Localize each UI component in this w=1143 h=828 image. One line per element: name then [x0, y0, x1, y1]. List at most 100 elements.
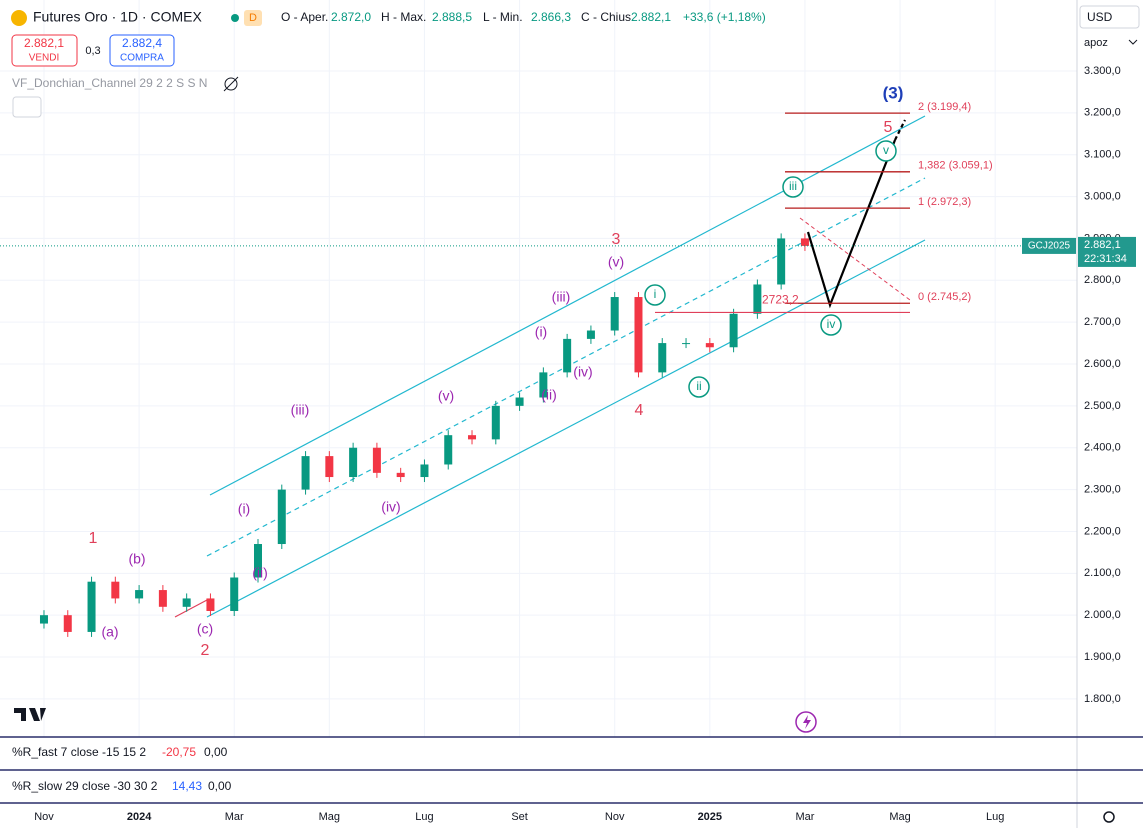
y-tick-label: 1.800,0: [1084, 693, 1121, 705]
candle: [277, 489, 286, 545]
candle: [515, 397, 524, 406]
wave-label: (v): [438, 388, 454, 404]
candle: [444, 435, 453, 465]
fib-label: 1,382 (3.059,1): [918, 160, 993, 172]
candle: [230, 577, 239, 611]
candle: [254, 544, 262, 578]
badge: D: [249, 12, 257, 24]
wave-circle: [688, 376, 710, 398]
wave-label: (3): [883, 83, 904, 102]
ohlc-value: 2.872,0: [331, 10, 371, 24]
buy-price: 2.882,4: [122, 36, 162, 50]
ohlc-value: 2.888,5: [432, 10, 472, 24]
ohlc-label: C - Chius.: [581, 10, 634, 24]
fib-label: 2 (3.199,4): [918, 101, 971, 113]
ohlc-label: L - Min.: [483, 10, 523, 24]
scale-mode: apoz: [1084, 37, 1108, 49]
y-tick-label: 2.700,0: [1084, 316, 1121, 328]
candle: [658, 343, 667, 373]
collapse-button[interactable]: [12, 96, 42, 118]
candle: [301, 456, 310, 490]
candle: [705, 343, 714, 348]
wave-label: (v): [608, 254, 624, 270]
chevron: [1128, 39, 1138, 45]
wave-label: (i): [535, 324, 547, 340]
wave-label: 4: [635, 402, 644, 419]
y-tick-label: 2.000,0: [1084, 609, 1121, 621]
pane-value: 0,00: [208, 779, 232, 793]
wave-circle: [644, 284, 666, 306]
candle: [158, 590, 167, 607]
channel-upper: [209, 115, 926, 496]
wave-label: iv: [827, 317, 836, 331]
badge-bg: [244, 10, 262, 26]
sell-button[interactable]: [11, 34, 78, 67]
fib-label: 1 (2.972,3): [918, 196, 971, 208]
buy-button[interactable]: [109, 34, 175, 67]
candle: [349, 447, 358, 478]
y-tick-label: 3.200,0: [1084, 107, 1121, 119]
wave-label: iii: [789, 179, 797, 193]
sell-label: VENDI: [29, 53, 60, 64]
y-tick-label: 3.100,0: [1084, 149, 1121, 161]
event-bolt: [803, 715, 811, 729]
wave-label: i: [654, 287, 657, 301]
change: +33,6 (+1,18%): [683, 10, 766, 24]
fib-label: 0 (2.745,2): [918, 291, 971, 303]
proj-dashed: [799, 217, 911, 301]
pane-value: 0,00: [204, 745, 228, 759]
wave-label: (c): [197, 621, 213, 637]
x-tick-label: Nov: [34, 811, 54, 823]
candle: [610, 297, 619, 331]
wave-label: ii: [696, 379, 701, 393]
level-label: 2723,2: [762, 293, 799, 307]
candle: [539, 372, 548, 398]
x-tick-label: 2025: [698, 811, 722, 823]
candle: [372, 447, 381, 473]
x-tick-label: Lug: [415, 811, 433, 823]
candle: [325, 456, 334, 478]
x-tick-label: Mag: [319, 811, 340, 823]
y-tick-label: 3.000,0: [1084, 190, 1121, 202]
x-tick-label: Set: [511, 811, 528, 823]
x-tick-label: Nov: [605, 811, 625, 823]
settings-icon[interactable]: [1103, 811, 1115, 823]
candle: [135, 590, 144, 599]
ohlc-label: H - Max.: [381, 10, 426, 24]
sell-price: 2.882,1: [24, 36, 64, 50]
pane-title: %R_fast 7 close -15 15 2: [12, 745, 146, 759]
candle: [800, 238, 809, 246]
symbol: Futures Oro · 1D · COMEX: [33, 9, 202, 25]
candle: [182, 598, 191, 607]
candle: [63, 615, 72, 632]
y-tick-label: 2.800,0: [1084, 274, 1121, 286]
hide-icon-slash: [223, 76, 239, 92]
projection-dash: [894, 119, 906, 141]
wave-label: (iii): [291, 402, 310, 418]
hide-icon[interactable]: [224, 77, 238, 91]
plot: 2 (3.199,4) 1,382 (3.059,1) 1 (2.972,3) 0 (…: [0, 83, 1077, 659]
y-tick-label: 2.200,0: [1084, 525, 1121, 537]
wave-circle: [782, 176, 804, 198]
candle: [777, 238, 786, 285]
ohlc-value: 2.866,3: [531, 10, 571, 24]
ohlc-value: 2.882,1: [631, 10, 671, 24]
countdown: 22:31:34: [1084, 253, 1127, 265]
x-tick-label: Mar: [225, 811, 244, 823]
y-tick-label: 2.500,0: [1084, 400, 1121, 412]
y-tick-label: 2.400,0: [1084, 442, 1121, 454]
x-tick-label: Mar: [795, 811, 814, 823]
x-tick-label: 2024: [127, 811, 152, 823]
x-tick-label: Mag: [889, 811, 910, 823]
candle: [396, 472, 405, 478]
grid: [0, 0, 1077, 737]
price-tag-bg: [1078, 236, 1136, 267]
y-tick-label: 2.100,0: [1084, 567, 1121, 579]
candle: [111, 581, 120, 599]
trend-seg: [174, 599, 208, 618]
projection: [806, 139, 897, 309]
candle: [586, 330, 595, 339]
currency-box[interactable]: [1079, 5, 1140, 29]
